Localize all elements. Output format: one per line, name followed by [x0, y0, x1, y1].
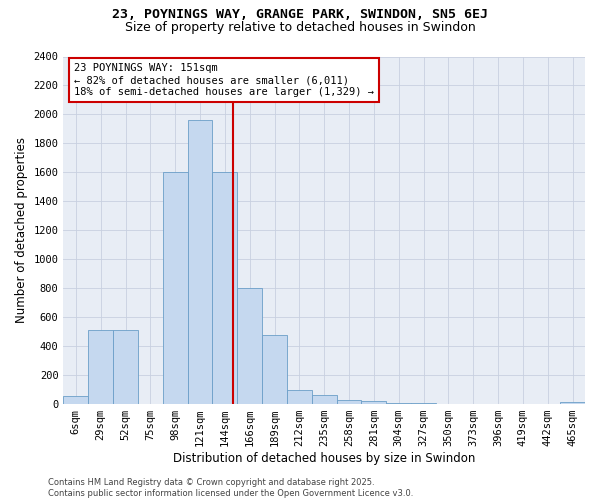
Bar — [113, 330, 138, 404]
Bar — [560, 402, 585, 404]
Text: Size of property relative to detached houses in Swindon: Size of property relative to detached ho… — [125, 21, 475, 34]
Bar — [237, 288, 262, 404]
Text: 23 POYNINGS WAY: 151sqm
← 82% of detached houses are smaller (6,011)
18% of semi: 23 POYNINGS WAY: 151sqm ← 82% of detache… — [74, 64, 374, 96]
Bar — [312, 396, 337, 404]
Bar — [64, 396, 88, 404]
Bar — [386, 402, 411, 404]
Bar — [212, 172, 237, 404]
Y-axis label: Number of detached properties: Number of detached properties — [15, 138, 28, 324]
Bar — [262, 334, 287, 404]
Bar — [287, 390, 312, 404]
Text: 23, POYNINGS WAY, GRANGE PARK, SWINDON, SN5 6EJ: 23, POYNINGS WAY, GRANGE PARK, SWINDON, … — [112, 8, 488, 20]
Bar — [337, 400, 361, 404]
Bar — [361, 401, 386, 404]
Bar — [188, 120, 212, 404]
Bar — [163, 172, 188, 404]
Text: Contains HM Land Registry data © Crown copyright and database right 2025.
Contai: Contains HM Land Registry data © Crown c… — [48, 478, 413, 498]
Bar — [88, 330, 113, 404]
X-axis label: Distribution of detached houses by size in Swindon: Distribution of detached houses by size … — [173, 452, 475, 465]
